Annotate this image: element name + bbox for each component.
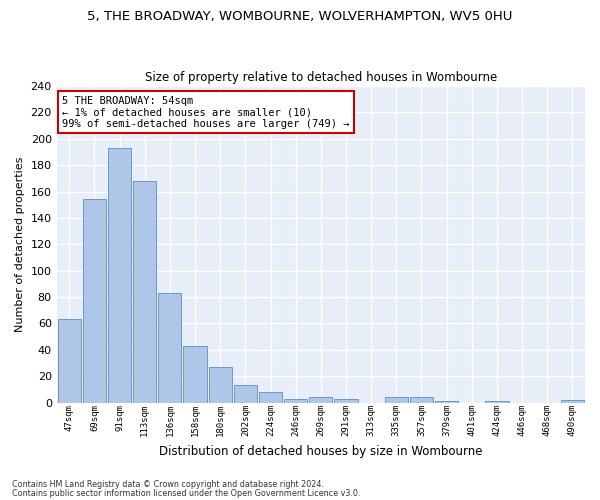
- Bar: [284, 398, 307, 402]
- Bar: [158, 293, 181, 403]
- Bar: [58, 320, 81, 402]
- Bar: [184, 346, 206, 403]
- Bar: [385, 398, 408, 402]
- Bar: [259, 392, 282, 402]
- Text: Contains public sector information licensed under the Open Government Licence v3: Contains public sector information licen…: [12, 489, 361, 498]
- Bar: [108, 148, 131, 403]
- Bar: [234, 386, 257, 402]
- Y-axis label: Number of detached properties: Number of detached properties: [15, 156, 25, 332]
- Title: Size of property relative to detached houses in Wombourne: Size of property relative to detached ho…: [145, 70, 497, 84]
- Bar: [309, 398, 332, 402]
- Text: 5, THE BROADWAY, WOMBOURNE, WOLVERHAMPTON, WV5 0HU: 5, THE BROADWAY, WOMBOURNE, WOLVERHAMPTO…: [88, 10, 512, 23]
- Bar: [561, 400, 584, 402]
- Bar: [435, 401, 458, 402]
- Bar: [209, 367, 232, 402]
- Bar: [485, 401, 509, 402]
- Bar: [334, 398, 358, 402]
- X-axis label: Distribution of detached houses by size in Wombourne: Distribution of detached houses by size …: [159, 444, 482, 458]
- Bar: [410, 398, 433, 402]
- Text: Contains HM Land Registry data © Crown copyright and database right 2024.: Contains HM Land Registry data © Crown c…: [12, 480, 324, 489]
- Text: 5 THE BROADWAY: 54sqm
← 1% of detached houses are smaller (10)
99% of semi-detac: 5 THE BROADWAY: 54sqm ← 1% of detached h…: [62, 96, 349, 128]
- Bar: [83, 200, 106, 402]
- Bar: [133, 181, 156, 402]
